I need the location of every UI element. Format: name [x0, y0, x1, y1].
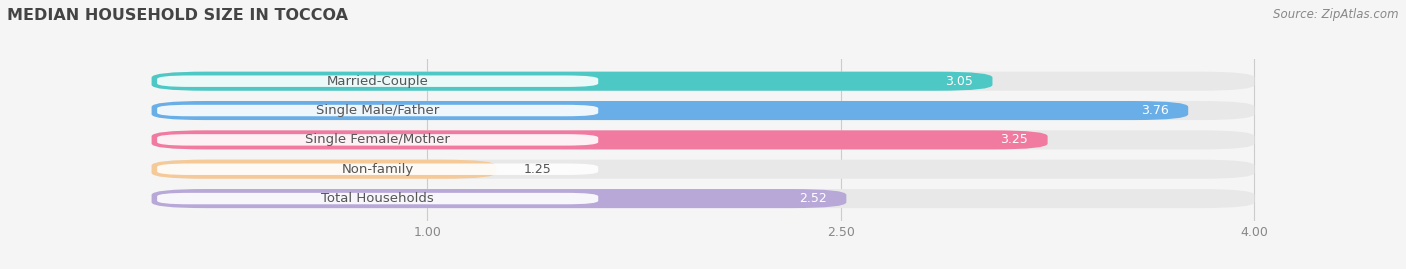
FancyBboxPatch shape [152, 72, 1254, 91]
FancyBboxPatch shape [152, 72, 993, 91]
FancyBboxPatch shape [157, 134, 598, 146]
Text: 3.76: 3.76 [1142, 104, 1168, 117]
FancyBboxPatch shape [152, 101, 1188, 120]
FancyBboxPatch shape [152, 160, 1254, 179]
FancyBboxPatch shape [152, 189, 1254, 208]
Text: Total Households: Total Households [322, 192, 434, 205]
FancyBboxPatch shape [157, 164, 598, 175]
Text: Non-family: Non-family [342, 163, 413, 176]
FancyBboxPatch shape [152, 189, 846, 208]
FancyBboxPatch shape [152, 101, 1254, 120]
Text: Source: ZipAtlas.com: Source: ZipAtlas.com [1274, 8, 1399, 21]
Text: 3.25: 3.25 [1001, 133, 1028, 146]
Text: 1.25: 1.25 [524, 163, 551, 176]
FancyBboxPatch shape [157, 76, 598, 87]
FancyBboxPatch shape [152, 130, 1254, 149]
Text: Married-Couple: Married-Couple [326, 75, 429, 88]
Text: Single Male/Father: Single Male/Father [316, 104, 439, 117]
Text: 2.52: 2.52 [799, 192, 827, 205]
Text: 3.05: 3.05 [945, 75, 973, 88]
Text: Single Female/Mother: Single Female/Mother [305, 133, 450, 146]
Text: MEDIAN HOUSEHOLD SIZE IN TOCCOA: MEDIAN HOUSEHOLD SIZE IN TOCCOA [7, 8, 349, 23]
FancyBboxPatch shape [152, 160, 496, 179]
FancyBboxPatch shape [152, 130, 1047, 149]
FancyBboxPatch shape [157, 193, 598, 204]
FancyBboxPatch shape [157, 105, 598, 116]
